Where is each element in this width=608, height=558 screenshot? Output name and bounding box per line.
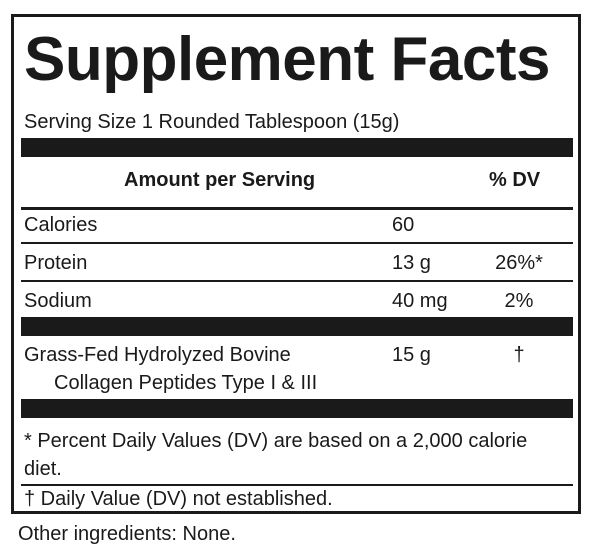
sodium-amount: 40 mg: [392, 290, 448, 312]
collagen-amount: 15 g: [392, 344, 431, 366]
sodium-dv: 2%: [504, 290, 534, 312]
protein-amount: 13 g: [392, 252, 431, 274]
collagen-label-line2: Collagen Peptides Type I & III: [54, 372, 318, 394]
protein-dv: 26%*: [495, 252, 543, 274]
dagger-footnote: † Daily Value (DV) not established.: [24, 488, 333, 510]
protein-label: Protein: [24, 252, 88, 274]
thick-divider: [21, 399, 573, 418]
sodium-label: Sodium: [24, 290, 92, 312]
row-divider: [21, 242, 573, 244]
collagen-label-line1: Grass-Fed Hydrolyzed Bovine: [24, 344, 291, 366]
thick-divider: [21, 317, 573, 336]
serving-size: Serving Size 1 Rounded Tablespoon (15g): [24, 111, 400, 133]
supplement-facts-panel: Supplement Facts Serving Size 1 Rounded …: [11, 14, 581, 514]
other-ingredients: Other ingredients: None.: [18, 523, 236, 545]
dv-footnote: * Percent Daily Values (DV) are based on…: [24, 430, 528, 480]
thick-divider: [21, 138, 573, 157]
collagen-dv: †: [513, 344, 525, 366]
row-divider: [21, 280, 573, 282]
calories-label: Calories: [24, 214, 98, 236]
dv-header: % DV: [489, 169, 541, 191]
calories-amount: 60: [392, 214, 415, 236]
footnote-divider: [21, 484, 573, 486]
amount-per-serving-header: Amount per Serving: [124, 169, 316, 191]
header-divider: [21, 207, 573, 210]
panel-title: Supplement Facts: [24, 25, 551, 94]
